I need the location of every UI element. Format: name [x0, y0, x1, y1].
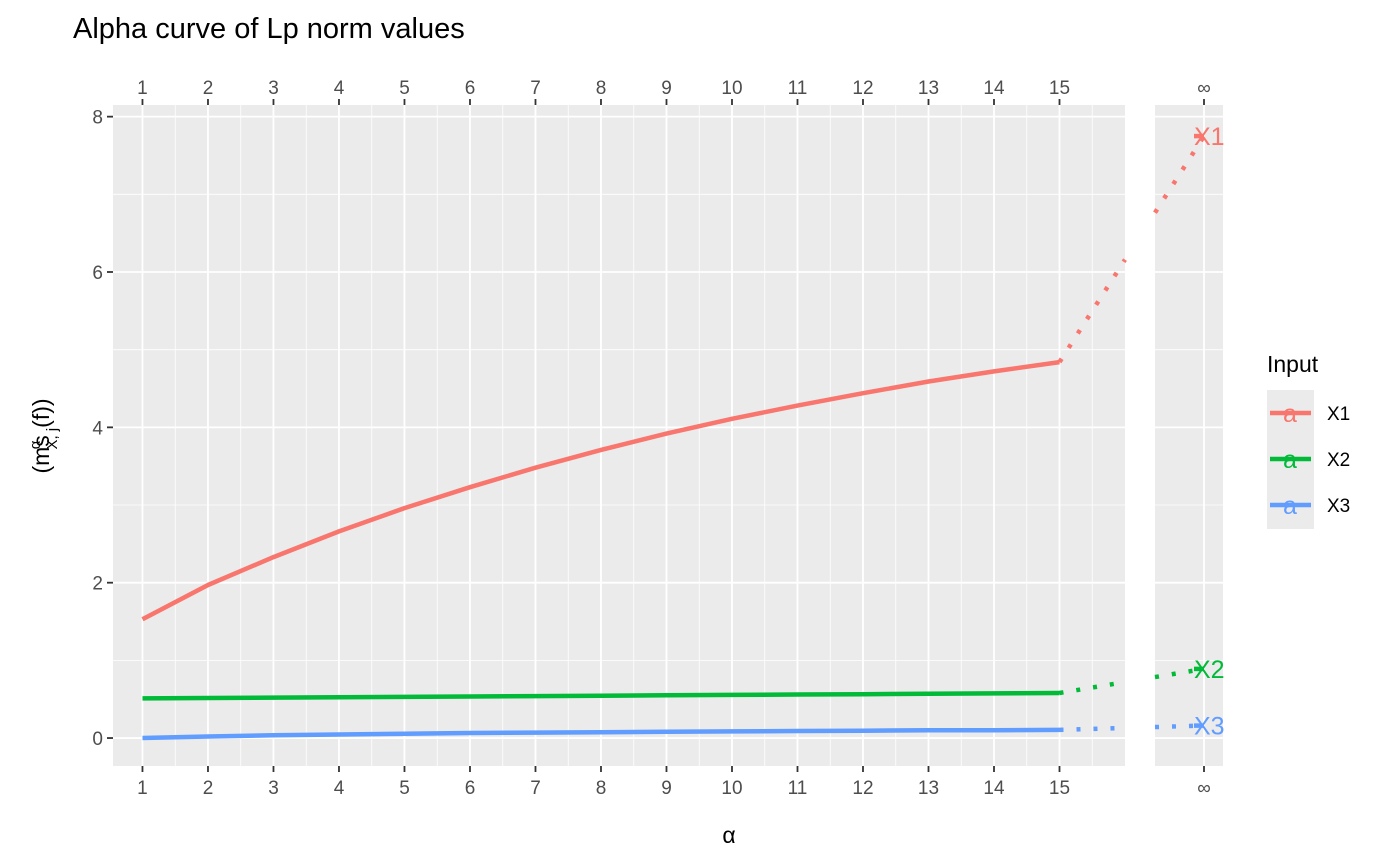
series-end-label-X2: X2 [1194, 656, 1225, 684]
x-tick-label-top: 13 [918, 78, 939, 99]
x-tick-label-top: 9 [661, 78, 672, 99]
x-tick-label-bottom: 9 [661, 778, 672, 799]
x-tick-label-top: 8 [596, 78, 607, 99]
x-tick-label-top: 14 [983, 78, 1005, 99]
x-tick-label-top: 15 [1049, 78, 1070, 99]
x-tick-label-bottom: 10 [721, 778, 742, 799]
y-axis-title-subscript: X, j [44, 428, 61, 450]
y-axis-title-tail: (f)) [28, 398, 54, 427]
x-tick-label-bottom: 7 [530, 778, 541, 799]
svg-text:(msαX, j(f)): (msαX, j(f)) [27, 398, 61, 473]
infinity-panel-background [1155, 105, 1223, 766]
inf-tick-label-top: ∞ [1197, 78, 1211, 99]
x-axis-title: α [722, 822, 735, 848]
y-tick-label: 4 [92, 418, 103, 439]
x-tick-label-bottom: 6 [465, 778, 476, 799]
series-end-label-X1: X1 [1194, 123, 1225, 151]
series-lines: X1 X2 X3 [141, 123, 1225, 741]
x-tick-label-bottom: 2 [203, 778, 214, 799]
x-tick-label-top: 5 [399, 78, 410, 99]
x-tick-label-top: 4 [334, 78, 345, 99]
x-tick-label-bottom: 12 [852, 778, 873, 799]
y-tick-label: 0 [92, 729, 103, 750]
series-extrapolation-X1 [1057, 258, 1127, 364]
x-tick-label-top: 3 [268, 78, 279, 99]
series-line-X1 [141, 359, 1060, 622]
series-line-X3 [142, 727, 1060, 741]
legend-label-X1: X1 [1327, 404, 1350, 425]
x-tick-label-top: 1 [137, 78, 148, 99]
x-tick-label-top: 10 [721, 78, 742, 99]
x-tick-label-top: 7 [530, 78, 541, 99]
x-tick-label-top: 6 [465, 78, 476, 99]
y-tick-label: 6 [92, 263, 103, 284]
x-tick-label-bottom: 15 [1049, 778, 1070, 799]
y-axis-title: (msαX, j(f)) [27, 398, 61, 473]
y-tick-label: 2 [92, 574, 103, 595]
x-tick-label-bottom: 8 [596, 778, 607, 799]
legend-label-X2: X2 [1327, 450, 1350, 471]
legend-title: Input [1267, 351, 1319, 377]
inf-tick-label-bottom: ∞ [1197, 778, 1211, 799]
grid-lines [113, 105, 1223, 766]
x-tick-label-bottom: 3 [268, 778, 279, 799]
y-tick-label: 8 [92, 108, 103, 129]
series-line-X2 [142, 690, 1060, 701]
main-panel-background [113, 105, 1125, 766]
series-extrapolation-X3 [1059, 725, 1126, 733]
y-axis-title-main: (ms [28, 435, 54, 473]
x-tick-label-top: 2 [203, 78, 214, 99]
legend-key-glyph-X2: a [1283, 446, 1297, 474]
chart-title: Alpha curve of Lp norm values [73, 13, 465, 45]
x-tick-label-top: 12 [852, 78, 873, 99]
y-axis-title-superscript: α [27, 440, 44, 449]
legend-key-glyph-X3: a [1283, 492, 1297, 520]
x-tick-label-bottom: 1 [137, 778, 148, 799]
series-end-label-X3: X3 [1194, 713, 1225, 741]
axis-ticks [107, 99, 1205, 772]
x-tick-label-bottom: 14 [983, 778, 1005, 799]
x-tick-label-bottom: 4 [334, 778, 345, 799]
x-tick-label-bottom: 13 [918, 778, 939, 799]
x-tick-label-top: 11 [788, 78, 808, 99]
legend: Input a X1 a X2 a X3 [1267, 351, 1350, 529]
tick-labels: 0246811223344556677889910101111121213131… [92, 78, 1210, 799]
x-tick-label-bottom: 5 [399, 778, 410, 799]
legend-key-glyph-X1: a [1283, 400, 1297, 428]
x-tick-label-bottom: 11 [788, 778, 808, 799]
legend-label-X3: X3 [1327, 496, 1350, 517]
